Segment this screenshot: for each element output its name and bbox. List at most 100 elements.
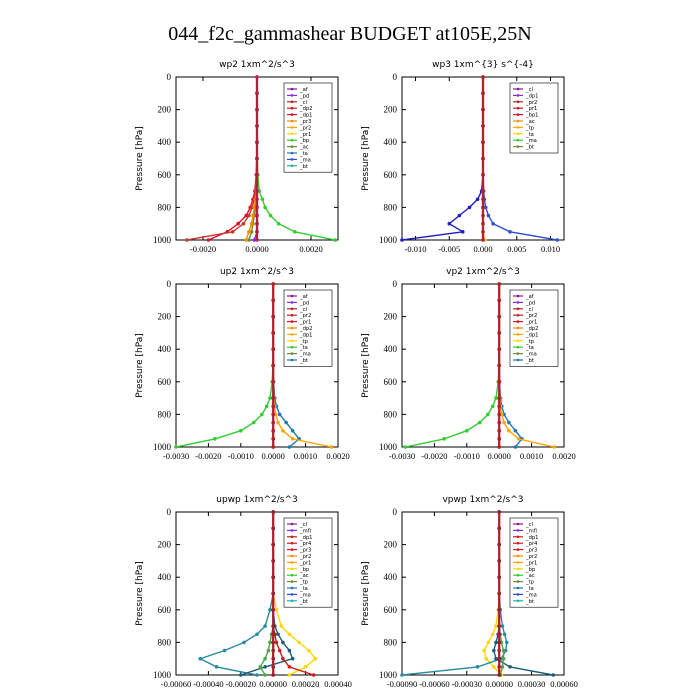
data-point [247, 213, 251, 218]
legend-marker [290, 522, 294, 526]
data-point [249, 230, 254, 234]
y-tick-label: 800 [158, 202, 172, 212]
x-tick-label: -0.0010 [228, 451, 254, 461]
data-point [491, 221, 495, 226]
legend-label: _pr1 [525, 106, 537, 112]
legend-label: _bp1 [525, 113, 538, 119]
legend-marker [290, 119, 294, 123]
legend-marker [290, 593, 294, 596]
x-tick-label: 0.00040 [324, 679, 352, 689]
y-axis-label: Pressure [hPa] [361, 126, 371, 191]
data-point [174, 445, 178, 449]
legend-label: _ta [525, 132, 534, 138]
data-point [251, 420, 256, 425]
legend-marker [516, 541, 520, 545]
legend-label: _pd [299, 300, 309, 306]
data-point [268, 640, 272, 645]
legend-label: _ma [525, 592, 537, 598]
y-tick-label: 1000 [379, 442, 398, 452]
data-point [268, 608, 272, 612]
y-tick-label: 800 [384, 637, 398, 647]
data-point [244, 238, 248, 242]
legend-marker [290, 352, 294, 355]
data-point [483, 205, 488, 210]
legend-marker [290, 307, 294, 311]
data-point [287, 648, 292, 653]
legend-marker [516, 333, 520, 336]
legend-marker [290, 164, 294, 168]
x-tick-label: 0.000 [473, 244, 492, 254]
series-line [405, 284, 500, 447]
legend-label: _pr4 [299, 541, 312, 547]
series-line [176, 284, 274, 447]
legend-label: _tp [299, 339, 309, 345]
legend-label: _dp1 [525, 332, 538, 338]
legend-label: _ma [299, 592, 311, 598]
y-tick-label: 200 [158, 312, 172, 322]
y-tick-label: 0 [167, 279, 172, 289]
data-point [551, 673, 555, 677]
data-point [311, 673, 316, 677]
legend-marker [290, 94, 294, 97]
legend-marker [516, 320, 520, 323]
legend-marker [516, 580, 520, 583]
y-tick-label: 800 [384, 202, 398, 212]
panel-title: wp3 1xm^{3} s^{-4} [432, 60, 534, 70]
x-tick-label: 0.010 [541, 244, 560, 254]
legend-label: _pr1 [525, 320, 537, 326]
legend-label: _cl [525, 522, 533, 528]
legend-label: _af [299, 87, 308, 93]
legend-label: _pd [525, 300, 535, 306]
data-point [484, 656, 489, 661]
y-tick-label: 400 [158, 344, 172, 354]
data-point [281, 428, 285, 433]
data-point [255, 632, 259, 637]
data-point [492, 665, 496, 669]
legend-marker [516, 548, 520, 551]
data-point [263, 205, 267, 210]
data-point [274, 640, 279, 645]
legend-marker [290, 106, 294, 110]
data-point [214, 665, 219, 669]
legend-marker [290, 529, 294, 532]
x-tick-label: 0.0000 [262, 451, 285, 461]
legend-marker [516, 599, 520, 603]
legend-label: _dp1 [525, 93, 538, 99]
data-point [255, 673, 259, 677]
data-point [290, 656, 295, 661]
x-tick-label: 0.00000 [485, 679, 513, 689]
data-point [290, 437, 295, 441]
data-point [492, 648, 496, 653]
data-point [293, 230, 297, 234]
legend-marker [290, 301, 294, 304]
data-point [252, 205, 257, 210]
legend-marker [290, 541, 294, 545]
x-tick-label: 0.0020 [299, 244, 322, 254]
data-point [442, 437, 446, 441]
legend-label: _tp [525, 125, 535, 131]
data-point [486, 213, 491, 218]
x-tick-label: 0.00020 [292, 679, 320, 689]
plot-frame [401, 511, 565, 676]
data-point [494, 624, 498, 628]
legend-marker [290, 548, 294, 551]
legend-label: _bp [525, 567, 536, 573]
legend-label: _af [299, 294, 308, 300]
panel-title: up2 1xm^2/s^3 [220, 267, 294, 277]
data-point [185, 238, 189, 242]
legend-marker [516, 126, 520, 129]
legend-marker [516, 554, 520, 558]
legend-label: _ma [525, 352, 537, 358]
legend-label: _bt [299, 358, 308, 364]
y-tick-label: 600 [384, 377, 398, 387]
x-tick-label: -0.010 [405, 244, 427, 254]
data-point [501, 648, 506, 653]
legend-label: _bp [299, 567, 310, 573]
legend-marker [516, 94, 520, 97]
x-tick-label: 0.0000 [245, 244, 268, 254]
legend-marker [516, 561, 520, 564]
y-tick-label: 1000 [153, 235, 172, 245]
data-point [467, 205, 472, 210]
series-line [402, 77, 484, 240]
x-tick-label: 0.0010 [520, 451, 543, 461]
